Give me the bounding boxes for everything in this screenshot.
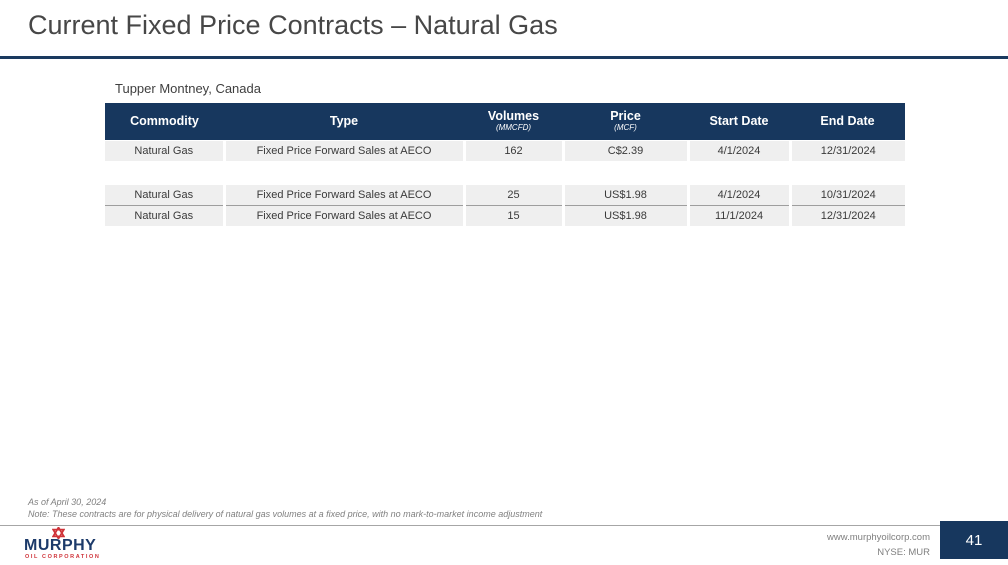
column-header-label: Start Date [709,113,769,128]
table-row: Natural Gas Fixed Price Forward Sales at… [105,183,905,205]
logo-subtitle: OIL CORPORATION [25,554,101,560]
cell-price: US$1.98 [561,204,688,226]
website-text: www.murphyoilcorp.com [827,532,930,543]
cell-end-date: 10/31/2024 [788,183,905,205]
cell-commodity: Natural Gas [105,139,224,161]
footer-links: www.murphyoilcorp.com NYSE: MUR [827,531,930,560]
cell-volumes: 162 [462,139,563,161]
column-header-volumes: Volumes (MMCFD) [464,103,563,140]
logo-wordmark: MURPHY [24,537,97,554]
column-header-label: Price [610,109,641,124]
ticker-text: NYSE: MUR [877,546,930,558]
table-spacer-row [105,161,905,184]
footer-divider [0,525,1008,526]
table-row: Natural Gas Fixed Price Forward Sales at… [105,139,905,161]
cell-type: Fixed Price Forward Sales at AECO [222,139,464,161]
cell-type: Fixed Price Forward Sales at AECO [222,204,464,226]
star-icon [52,527,65,539]
column-header-price: Price (MCF) [563,103,688,140]
column-header-sublabel: (MMCFD) [495,123,532,133]
title-divider [0,56,1008,59]
table-header-row: Commodity Type Volumes (MMCFD) Price (MC… [105,103,905,140]
cell-price: C$2.39 [561,139,688,161]
cell-end-date: 12/31/2024 [788,204,905,226]
page-title: Current Fixed Price Contracts – Natural … [28,10,558,40]
cell-volumes: 25 [462,183,563,205]
column-header-commodity: Commodity [105,103,224,140]
cell-commodity: Natural Gas [105,204,224,226]
column-header-label: Type [329,113,359,128]
column-header-label: Commodity [130,113,199,128]
column-header-label: Volumes [487,109,540,124]
column-header-type: Type [224,103,464,140]
table-caption: Tupper Montney, Canada [115,81,261,96]
contracts-table: Commodity Type Volumes (MMCFD) Price (MC… [105,103,905,226]
cell-type: Fixed Price Forward Sales at AECO [222,183,464,205]
column-header-end-date: End Date [790,103,905,140]
column-header-sublabel: (MCF) [614,123,637,133]
cell-price: US$1.98 [561,183,688,205]
page-number: 41 [965,531,983,549]
as-of-note: As of April 30, 2024 [28,497,107,507]
table-row: Natural Gas Fixed Price Forward Sales at… [105,204,905,226]
column-header-label: End Date [820,113,875,128]
cell-end-date: 12/31/2024 [788,139,905,161]
cell-start-date: 4/1/2024 [686,183,790,205]
cell-start-date: 11/1/2024 [686,204,790,226]
contracts-note: Note: These contracts are for physical d… [28,508,543,519]
cell-start-date: 4/1/2024 [686,139,790,161]
page-number-badge: 41 [940,521,1008,559]
footnotes: As of April 30, 2024 Note: These contrac… [28,497,542,520]
cell-volumes: 15 [462,204,563,226]
column-header-start-date: Start Date [688,103,790,140]
cell-commodity: Natural Gas [105,183,224,205]
